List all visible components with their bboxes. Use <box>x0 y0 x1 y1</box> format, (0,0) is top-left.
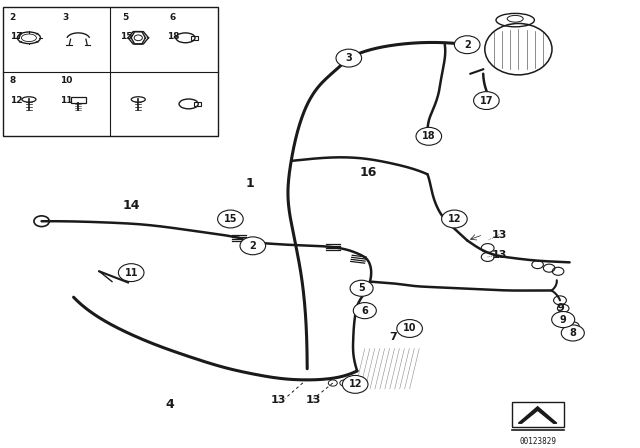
Text: 18: 18 <box>422 131 436 141</box>
Text: 15: 15 <box>223 214 237 224</box>
Text: 4: 4 <box>165 398 174 411</box>
Text: 13: 13 <box>492 230 507 240</box>
Circle shape <box>350 280 373 296</box>
Text: 14: 14 <box>122 199 140 212</box>
Text: 5: 5 <box>122 13 129 22</box>
Text: 8: 8 <box>10 76 16 85</box>
Text: 15: 15 <box>120 32 133 41</box>
Text: 6: 6 <box>362 306 368 316</box>
Text: 00123829: 00123829 <box>520 437 557 446</box>
Circle shape <box>561 325 584 341</box>
Circle shape <box>118 264 144 282</box>
Circle shape <box>474 92 499 109</box>
Text: 2: 2 <box>250 241 256 251</box>
Text: 12: 12 <box>10 95 22 104</box>
Text: 16: 16 <box>359 166 377 179</box>
Circle shape <box>342 375 368 393</box>
Bar <box>191 35 198 40</box>
Text: 2: 2 <box>10 13 16 22</box>
Text: 3: 3 <box>62 13 68 22</box>
Text: 13: 13 <box>306 395 321 405</box>
Text: 17: 17 <box>479 95 493 106</box>
Text: 5: 5 <box>358 283 365 293</box>
Text: 11: 11 <box>124 267 138 278</box>
Text: 9: 9 <box>556 303 564 314</box>
Circle shape <box>397 319 422 337</box>
Text: 3: 3 <box>346 53 352 63</box>
Text: 12: 12 <box>447 214 461 224</box>
Text: 13: 13 <box>271 395 286 405</box>
Text: 7: 7 <box>390 332 397 342</box>
Circle shape <box>416 127 442 145</box>
Circle shape <box>336 49 362 67</box>
Bar <box>3 7 218 136</box>
Text: 12: 12 <box>348 379 362 389</box>
Text: 10: 10 <box>60 76 73 85</box>
Circle shape <box>552 311 575 327</box>
Text: 18: 18 <box>168 32 180 41</box>
Text: 13: 13 <box>492 250 507 260</box>
Bar <box>70 97 86 103</box>
Text: 8: 8 <box>570 328 576 338</box>
Circle shape <box>442 210 467 228</box>
Text: 1: 1 <box>245 177 254 190</box>
Text: 11: 11 <box>60 95 73 104</box>
Circle shape <box>218 210 243 228</box>
Bar <box>512 402 564 427</box>
Text: 17: 17 <box>10 32 22 41</box>
Text: 2: 2 <box>464 40 470 50</box>
Text: 6: 6 <box>170 13 176 22</box>
Circle shape <box>240 237 266 255</box>
Bar <box>194 102 202 106</box>
Polygon shape <box>518 407 557 423</box>
Text: 9: 9 <box>560 314 566 324</box>
Circle shape <box>353 302 376 319</box>
Circle shape <box>454 36 480 54</box>
Text: 10: 10 <box>403 323 417 333</box>
